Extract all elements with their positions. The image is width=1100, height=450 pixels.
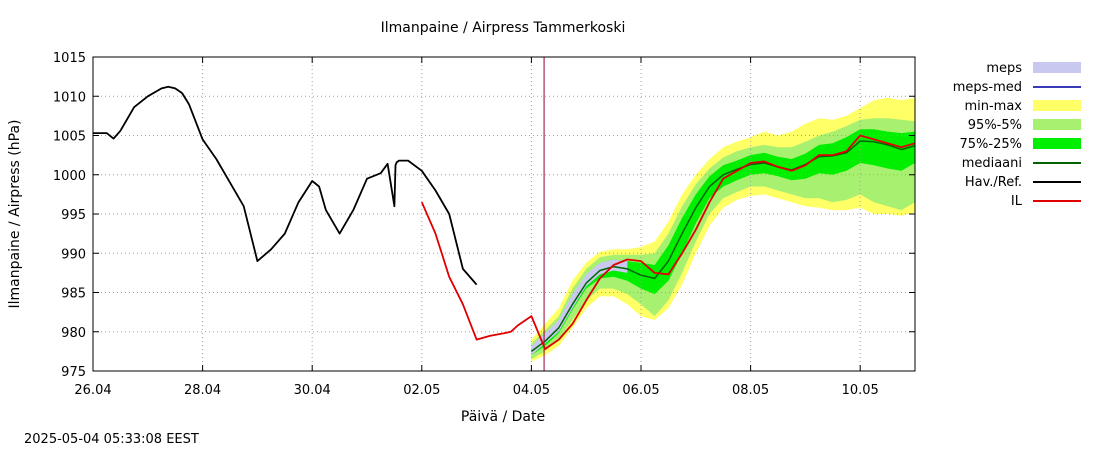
x-tick-label: 04.05 [513, 383, 550, 398]
y-ticks: 975 980 985 990 995 1000 1005 1010 1015 [53, 51, 915, 380]
legend-item: IL [1011, 194, 1081, 209]
x-tick-label: 28.04 [184, 383, 221, 398]
y-tick-label: 995 [61, 208, 86, 223]
series-lines [93, 57, 916, 371]
legend-swatch [1033, 100, 1081, 111]
legend-label: IL [1011, 194, 1023, 209]
band-95-5 [531, 118, 915, 360]
x-axis-label: Päivä / Date [461, 409, 545, 425]
legend-item: min-max [964, 99, 1081, 114]
timestamp: 2025-05-04 05:33:08 EEST [24, 432, 199, 447]
legend-item: Hav./Ref. [965, 175, 1081, 190]
legend-label: Hav./Ref. [965, 175, 1022, 190]
y-tick-label: 1000 [53, 169, 86, 184]
legend-item: 95%-5% [968, 118, 1081, 133]
legend-label: meps [986, 61, 1022, 76]
y-axis-label: Ilmanpaine / Airpress (hPa) [7, 120, 23, 309]
series-il [420, 134, 916, 350]
series-hav-ref [93, 85, 478, 286]
x-tick-label: 10.05 [842, 383, 879, 398]
y-tick-label: 985 [61, 287, 86, 302]
chart-title: Ilmanpaine / Airpress Tammerkoski [381, 20, 626, 36]
legend-item: meps-med [953, 80, 1081, 95]
legend-item: 75%-25% [960, 137, 1081, 152]
x-tick-label: 02.05 [403, 383, 440, 398]
legend-swatch [1033, 62, 1081, 73]
x-tick-label: 26.04 [74, 383, 111, 398]
legend-swatch [1033, 138, 1081, 149]
legend-item: meps [986, 61, 1081, 76]
y-tick-label: 980 [61, 326, 86, 341]
legend-label: min-max [964, 99, 1022, 114]
y-tick-label: 1015 [53, 51, 86, 66]
y-tick-label: 1010 [53, 90, 86, 105]
x-tick-label: 08.05 [732, 383, 769, 398]
legend-label: mediaani [962, 156, 1022, 171]
legend-label: meps-med [953, 80, 1022, 95]
legend-label: 95%-5% [968, 118, 1022, 133]
legend: meps meps-med min-max 95%-5% 75%-25% mediaani… [953, 61, 1081, 209]
plot-frame [92, 56, 916, 372]
y-tick-label: 1005 [53, 130, 86, 145]
y-tick-label: 990 [61, 247, 86, 262]
legend-item: mediaani [962, 156, 1081, 171]
x-tick-label: 30.04 [294, 383, 331, 398]
grid [93, 57, 915, 371]
y-tick-label: 975 [61, 365, 86, 380]
x-ticks: 26.04 28.04 30.04 02.05 04.05 06.05 08.05 10.05 [74, 57, 879, 398]
legend-label: 75%-25% [960, 137, 1022, 152]
legend-swatch [1033, 119, 1081, 130]
x-tick-label: 06.05 [622, 383, 659, 398]
series-mediaani [530, 140, 916, 353]
